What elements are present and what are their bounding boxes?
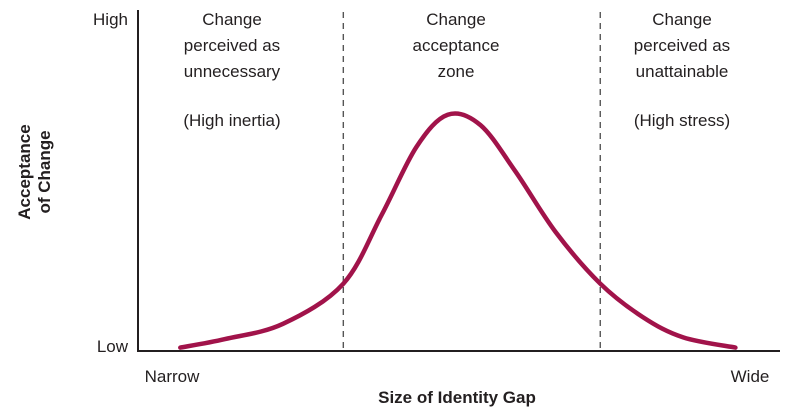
y-tick-high: High <box>93 10 128 29</box>
zone-right-note: (High stress) <box>634 111 730 130</box>
zone-right-line-1: Change <box>652 10 712 29</box>
zone-right-line-2: perceived as <box>634 36 730 55</box>
x-tick-narrow: Narrow <box>145 367 201 386</box>
zone-right-line-3: unattainable <box>636 62 729 81</box>
zone-middle-line-3: zone <box>438 62 475 81</box>
y-tick-low: Low <box>97 337 129 356</box>
y-axis-title-line-1: Acceptance <box>15 124 34 219</box>
x-axis-title: Size of Identity Gap <box>378 388 536 407</box>
zone-left-line-3: unnecessary <box>184 62 281 81</box>
x-tick-wide: Wide <box>731 367 770 386</box>
zone-left-note: (High inertia) <box>183 111 280 130</box>
y-axis-title-line-2: of Change <box>35 130 54 213</box>
zone-left-line-1: Change <box>202 10 262 29</box>
zone-middle-line-2: acceptance <box>413 36 500 55</box>
zone-left-line-2: perceived as <box>184 36 280 55</box>
zone-middle-line-1: Change <box>426 10 486 29</box>
acceptance-curve <box>178 111 738 350</box>
